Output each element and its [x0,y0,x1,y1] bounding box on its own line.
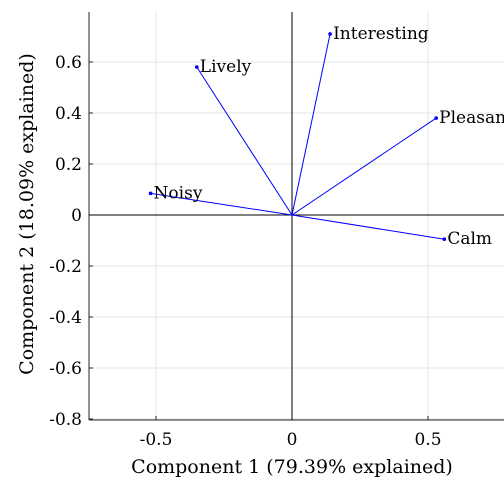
y-tick-label: -0.6 [49,359,82,379]
y-axis-label: Component 2 (18.09% explained) [16,53,38,375]
x-tick-label: 0 [287,430,298,450]
y-tick-label: 0 [71,206,82,226]
vector-endpoint-calm [442,237,447,242]
y-tick-label: -0.8 [49,410,82,430]
y-tick-label: 0.6 [55,53,82,73]
x-tick-label: -0.5 [140,430,173,450]
zero-lines [89,12,504,420]
vector-label-lively: Lively [200,57,252,77]
vector-label-interesting: Interesting [333,24,429,44]
vector-label-noisy: Noisy [154,183,203,203]
vector-line-pleasant [291,117,437,216]
y-tick-label: 0.4 [55,104,82,124]
axes-frame [88,12,504,421]
y-tick-label: -0.2 [49,257,82,277]
x-axis-label: Component 1 (79.39% explained) [131,456,453,478]
y-tick-label: -0.4 [49,308,82,328]
vector-endpoint-noisy [148,191,153,196]
y-tick-label: 0.2 [55,155,82,175]
x-tick-label: 0.5 [414,430,441,450]
vector-label-calm: Calm [447,229,492,249]
vector-endpoint-pleasant [434,116,438,120]
vector-endpoint-interesting [328,32,332,36]
vector-line-interesting [291,33,331,216]
vector-line-calm [291,214,445,240]
vector-line-lively [196,66,293,216]
tick-labels: -0.5 0 0.5 -0.8 -0.6 -0.4 -0.2 0 0.2 0.4 0.6 [49,53,441,450]
vector-line-noisy [150,192,293,216]
vector-label-pleasant: Pleasant [439,108,504,128]
vector-endpoint-lively [195,65,199,69]
loading-vectors: Interesting Lively Pleasant Noisy Calm [148,24,504,249]
